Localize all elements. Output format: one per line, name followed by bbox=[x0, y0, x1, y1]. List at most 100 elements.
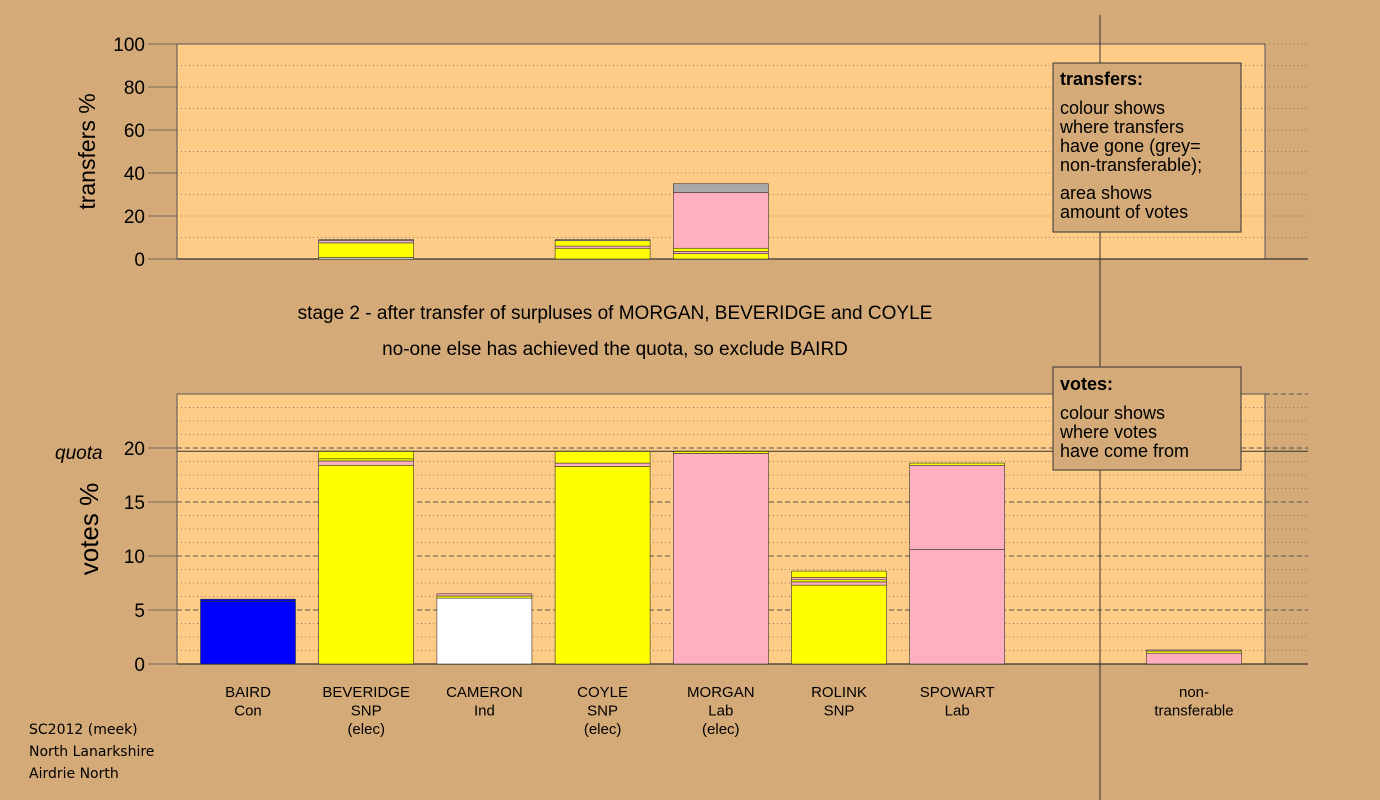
bar-coyle bbox=[554, 239, 651, 260]
candidate-label: MORGAN bbox=[687, 684, 755, 701]
bar-segment bbox=[318, 458, 415, 462]
transfers-legend-line: colour shows bbox=[1060, 98, 1165, 118]
candidate-label: COYLE bbox=[577, 684, 628, 701]
quota-label: quota bbox=[55, 443, 103, 464]
bar-segment bbox=[318, 239, 415, 242]
y-tick-label: 5 bbox=[134, 601, 145, 622]
candidate-label: Ind bbox=[474, 703, 495, 720]
transfers-legend-line: non-transferable); bbox=[1060, 155, 1202, 175]
bar-segment bbox=[791, 570, 887, 578]
y-tick-label: 20 bbox=[124, 439, 145, 460]
y-tick-label: 60 bbox=[124, 121, 145, 142]
votes-legend-title: votes: bbox=[1060, 374, 1113, 394]
bar-baird bbox=[200, 598, 296, 665]
candidate-label: BAIRD bbox=[225, 684, 271, 701]
votes-legend-box: votes: colour shows where votes have com… bbox=[1052, 366, 1242, 471]
bar-segment bbox=[672, 251, 769, 254]
bar-segment bbox=[672, 192, 769, 249]
candidate-label: (elec) bbox=[702, 721, 740, 738]
bar-segment bbox=[1146, 649, 1242, 652]
y-tick-label: 10 bbox=[124, 547, 145, 568]
bar-segment bbox=[672, 247, 769, 252]
candidate-labels: BAIRDConBEVERIDGESNP(elec)CAMERONIndCOYL… bbox=[225, 684, 1234, 738]
bar-beveridge bbox=[318, 450, 415, 665]
footer-election: SC2012 (meek) bbox=[29, 722, 138, 738]
candidate-label: CAMERON bbox=[446, 684, 523, 701]
candidate-label: SNP bbox=[587, 703, 618, 720]
bar-segment bbox=[672, 253, 769, 260]
bar-segment bbox=[436, 595, 533, 599]
votes-legend-line: where votes bbox=[1059, 422, 1157, 442]
bar-segment bbox=[318, 464, 415, 665]
candidate-label: (elec) bbox=[584, 721, 622, 738]
bar-segment bbox=[672, 183, 769, 193]
y-axis-label: votes % bbox=[74, 483, 104, 576]
stage-text-line1: stage 2 - after transfer of surpluses of… bbox=[298, 303, 933, 324]
bar-segment bbox=[554, 462, 651, 467]
bar-segment bbox=[554, 245, 651, 249]
candidate-label: Con bbox=[234, 703, 262, 720]
stage-text-line2: no-one else has achieved the quota, so e… bbox=[382, 339, 848, 360]
candidate-label: (elec) bbox=[347, 721, 385, 738]
candidate-label: ROLINK bbox=[811, 684, 867, 701]
y-tick-label: 80 bbox=[124, 78, 145, 99]
y-tick-label: 20 bbox=[124, 207, 145, 228]
transfers-legend-line: where transfers bbox=[1059, 117, 1184, 137]
bar-segment bbox=[318, 460, 415, 466]
transfers-legend-box: transfers: colour shows where transfers … bbox=[1052, 62, 1242, 233]
footer-council: North Lanarkshire bbox=[29, 744, 155, 760]
candidate-label: SNP bbox=[351, 703, 382, 720]
bar-segment bbox=[909, 462, 1006, 466]
bar-segment bbox=[318, 242, 415, 258]
bar-segment bbox=[318, 450, 415, 460]
candidate-label: SPOWART bbox=[920, 684, 995, 701]
bar-morgan bbox=[672, 183, 769, 260]
y-tick-label: 0 bbox=[134, 250, 145, 271]
bar-segment bbox=[1146, 652, 1242, 665]
y-tick-label: 100 bbox=[113, 35, 145, 56]
y-axis-label: transfers % bbox=[74, 93, 100, 209]
bar-segment bbox=[200, 598, 296, 602]
transfers-legend-line: amount of votes bbox=[1060, 202, 1188, 222]
bar-segment bbox=[200, 601, 296, 665]
footer-ward: Airdrie North bbox=[29, 766, 119, 782]
bar-segment bbox=[791, 579, 887, 583]
bar-non-transferable bbox=[1146, 649, 1242, 665]
bar-segment bbox=[791, 581, 887, 586]
bar-coyle bbox=[554, 450, 651, 665]
bar-cameron bbox=[436, 593, 533, 665]
transfers-legend-line: area shows bbox=[1060, 183, 1152, 203]
bar-segment bbox=[1146, 650, 1242, 654]
candidate-label: Lab bbox=[708, 703, 733, 720]
candidate-label: Lab bbox=[945, 703, 970, 720]
transfers-legend-line: have gone (grey= bbox=[1060, 136, 1201, 156]
bar-segment bbox=[909, 549, 1006, 665]
bar-segment bbox=[436, 597, 533, 665]
bar-beveridge bbox=[318, 239, 415, 260]
transfers-legend-title: transfers: bbox=[1060, 69, 1143, 89]
candidate-label: SNP bbox=[824, 703, 855, 720]
bar-segment bbox=[318, 240, 415, 244]
bar-segment bbox=[436, 593, 533, 597]
bar-segment bbox=[791, 577, 887, 581]
bar-segment bbox=[791, 584, 887, 665]
nontransferable-label: transferable bbox=[1154, 703, 1233, 720]
bar-segment bbox=[554, 239, 651, 242]
y-tick-label: 15 bbox=[124, 493, 145, 514]
nontransferable-label: non- bbox=[1179, 684, 1209, 701]
bar-spowart bbox=[909, 462, 1006, 665]
bar-rolink bbox=[791, 570, 887, 665]
bar-morgan bbox=[672, 450, 769, 665]
bar-segment bbox=[909, 464, 1006, 550]
y-tick-label: 40 bbox=[124, 164, 145, 185]
candidate-label: BEVERIDGE bbox=[322, 684, 410, 701]
bar-segment bbox=[554, 466, 651, 665]
bar-segment bbox=[554, 450, 651, 464]
votes-legend-line: colour shows bbox=[1060, 403, 1165, 423]
votes-legend-line: have come from bbox=[1060, 441, 1189, 461]
bar-segment bbox=[554, 240, 651, 247]
bar-segment bbox=[554, 247, 651, 260]
bar-segment bbox=[672, 453, 769, 665]
y-tick-label: 0 bbox=[134, 655, 145, 676]
